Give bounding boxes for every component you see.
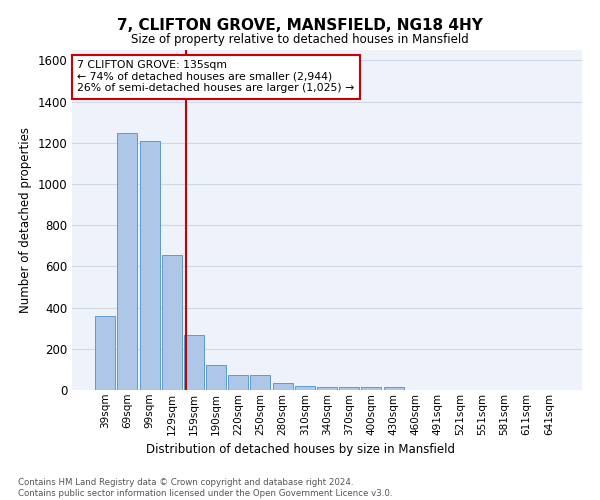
Text: 7, CLIFTON GROVE, MANSFIELD, NG18 4HY: 7, CLIFTON GROVE, MANSFIELD, NG18 4HY xyxy=(117,18,483,32)
Bar xyxy=(383,387,404,390)
Text: Contains HM Land Registry data © Crown copyright and database right 2024.
Contai: Contains HM Land Registry data © Crown c… xyxy=(18,478,392,498)
Bar xyxy=(162,255,182,390)
Text: Size of property relative to detached houses in Mansfield: Size of property relative to detached ho… xyxy=(131,32,469,46)
Text: Distribution of detached houses by size in Mansfield: Distribution of detached houses by size … xyxy=(146,442,455,456)
Bar xyxy=(184,336,204,390)
Bar xyxy=(361,387,382,390)
Bar xyxy=(250,375,271,390)
Bar xyxy=(118,134,137,390)
Bar xyxy=(272,383,293,390)
Bar xyxy=(140,140,160,390)
Bar xyxy=(206,366,226,390)
Bar xyxy=(228,375,248,390)
Bar xyxy=(95,316,115,390)
Y-axis label: Number of detached properties: Number of detached properties xyxy=(19,127,32,313)
Bar xyxy=(317,387,337,390)
Bar xyxy=(295,386,315,390)
Text: 7 CLIFTON GROVE: 135sqm
← 74% of detached houses are smaller (2,944)
26% of semi: 7 CLIFTON GROVE: 135sqm ← 74% of detache… xyxy=(77,60,355,94)
Bar xyxy=(339,387,359,390)
